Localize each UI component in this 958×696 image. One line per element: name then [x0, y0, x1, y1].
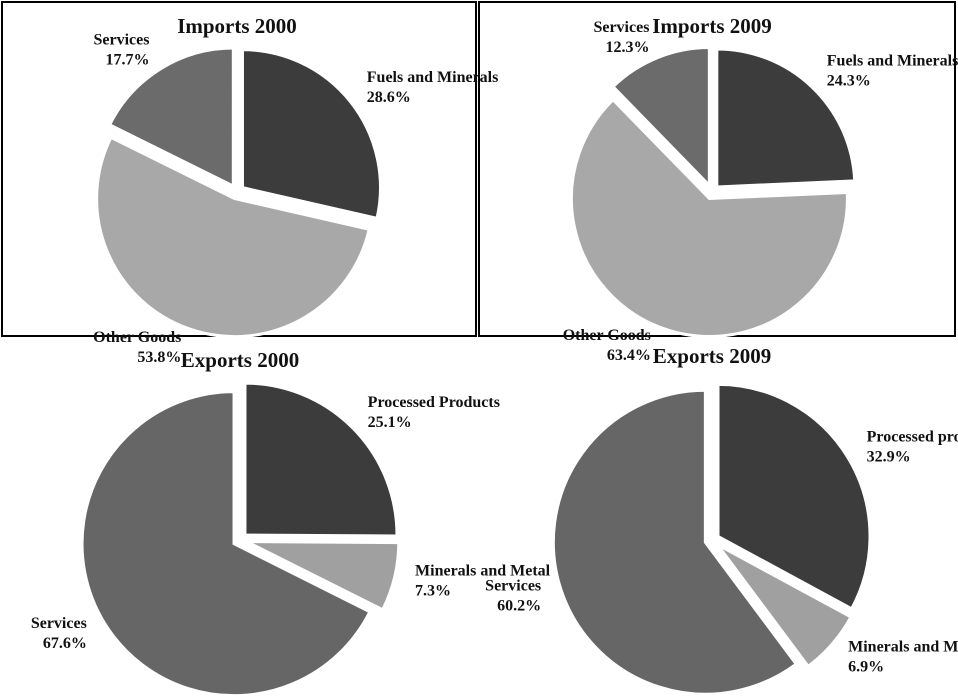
slice-label: 63.4%	[607, 347, 651, 364]
slice-category: Services	[593, 19, 649, 36]
slice-label: 17.7%	[105, 52, 149, 69]
slice-label: 53.8%	[137, 349, 181, 366]
slice-category: Other Goods	[563, 327, 651, 344]
chart-title: Imports 2009	[652, 14, 772, 38]
slice-category: Services	[93, 32, 149, 49]
pie-slice	[715, 47, 857, 189]
slice-category: Processed Products	[368, 394, 500, 411]
pie-slice	[95, 135, 371, 339]
slice-label: 60.2%	[497, 597, 541, 614]
slice-label: 6.9%	[848, 658, 884, 675]
slice-label: 24.3%	[827, 73, 871, 90]
slice-category: Minerals and Metals	[848, 638, 958, 655]
slice-label: 28.6%	[367, 89, 411, 106]
pie-slice	[569, 97, 849, 339]
slice-category: Fuels and Minerals	[367, 69, 499, 86]
slice-category: Minerals and Metal	[415, 563, 551, 580]
slice-category: Fuels and Minerals	[827, 53, 958, 70]
slice-label: 67.6%	[43, 635, 87, 652]
slice-category: Services	[485, 577, 541, 594]
slice-category: Processed products	[867, 429, 958, 446]
slice-label: 7.3%	[415, 583, 451, 600]
pie-slice	[716, 543, 853, 669]
chart-title: Imports 2000	[177, 14, 297, 38]
pie-slice	[80, 390, 372, 696]
pie-slice	[551, 388, 799, 696]
pie-slice	[243, 381, 399, 538]
pie-slice	[246, 540, 401, 612]
slice-label: 25.1%	[368, 414, 412, 431]
slice-category: Other Goods	[93, 329, 181, 346]
pie-slice	[107, 46, 235, 189]
slice-label: 12.3%	[605, 39, 649, 56]
pie-slice	[610, 46, 711, 190]
slice-label: 32.9%	[867, 449, 911, 466]
chart-title: Exports 2000	[181, 348, 299, 372]
pie-slice	[240, 48, 382, 221]
slice-category: Services	[31, 615, 87, 632]
pie-slice	[716, 382, 872, 611]
chart-title: Exports 2009	[653, 344, 771, 368]
